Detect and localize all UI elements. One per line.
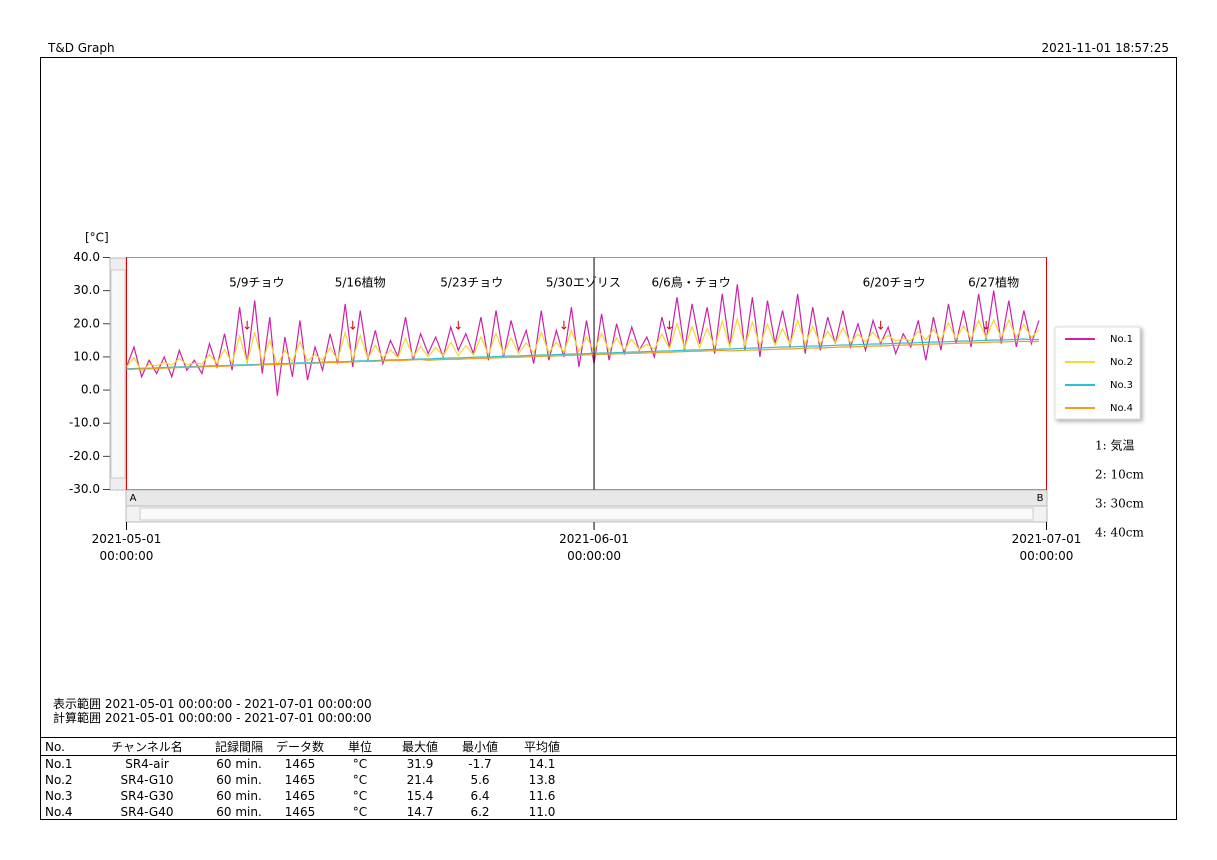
table-cell: 60 min. (216, 789, 262, 803)
annotation-arrow: ↓ (981, 319, 991, 333)
stats-table: No. チャンネル名 記録間隔 データ数 単位 最大値 最小値 平均値 No.1 SR4-air 6… (41, 738, 1177, 820)
annotation-arrow: ↓ (453, 319, 463, 333)
legend-label: No.2 (1110, 357, 1133, 368)
channel-note: 2: 10cm (1095, 468, 1144, 482)
table-cell: 1465 (284, 757, 316, 771)
table-row: No.1 SR4-air 60 min. 1465 °C 31.9 -1.7 14.1 (41, 756, 1177, 773)
series-line (126, 338, 1039, 370)
frame (40, 57, 1177, 820)
table-cell: 60 min. (216, 805, 262, 819)
h-scroll-thumb[interactable] (139, 507, 1034, 521)
annotation: 5/9チョウ (229, 276, 284, 290)
plot-area (126, 257, 1047, 490)
table-row: No.3 SR4-G30 60 min. 1465 °C 15.4 6.4 11.6 (41, 788, 1177, 804)
legend-box (1054, 326, 1141, 420)
table-cell: 1465 (284, 789, 316, 803)
header-cell: 最小値 (449, 738, 511, 756)
annotation-arrow: ↓ (559, 319, 569, 333)
table-cell: 11.6 (528, 789, 556, 803)
table-cell: 6.2 (470, 805, 490, 819)
series-line (126, 340, 1039, 371)
y-tick-label: 20.0 (73, 316, 100, 330)
table-row: No.2 SR4-G10 60 min. 1465 °C 21.4 5.6 13.8 (41, 772, 1177, 788)
table-cell: SR4-G40 (120, 805, 174, 819)
x-tick-label: 2021-07-01 00:00:00 (1011, 532, 1082, 563)
table-cell: 15.4 (406, 789, 434, 803)
y-tick-label: 40.0 (73, 250, 100, 264)
y-tick-label: -20.0 (69, 449, 100, 463)
annotation-arrow: ↓ (664, 319, 674, 333)
annotation-arrow: ↓ (876, 319, 886, 333)
x-tick-label: 2021-06-01 00:00:00 (559, 532, 629, 563)
channel-note: 3: 30cm (1095, 497, 1144, 511)
table-cell: °C (352, 805, 368, 819)
v-scroll-thumb[interactable] (110, 269, 126, 479)
header-cell: チャンネル名 (87, 738, 207, 756)
scroll-label: B (1037, 493, 1044, 504)
annotation: 5/23チョウ (440, 276, 503, 290)
annotation-arrow: ↓ (348, 319, 358, 333)
table-cell: SR4-G10 (120, 773, 174, 787)
range-text: 表示範囲 2021-05-01 00:00:00 - 2021-07-01 00… (53, 697, 372, 711)
table-cell: 14.7 (406, 805, 434, 819)
table-cell: No.3 (45, 789, 73, 803)
annotation: 5/16植物 (335, 275, 386, 290)
y-tick-label: 30.0 (73, 283, 100, 297)
app-name: T&D Graph (48, 41, 115, 55)
table-cell: 6.4 (470, 789, 490, 803)
table-cell: 14.1 (528, 757, 556, 771)
header-cell: 平均値 (511, 738, 573, 756)
y-tick-label: 0.0 (81, 383, 100, 397)
legend-label: No.3 (1110, 380, 1133, 391)
header-pad (573, 738, 1177, 756)
series-line (126, 316, 1040, 373)
scroll-label: A (130, 493, 137, 504)
legend-label: No.1 (1110, 334, 1133, 345)
channel-note: 1: 気温 (1095, 438, 1135, 453)
header-cell: 最大値 (391, 738, 449, 756)
table-cell: 11.0 (528, 805, 556, 819)
annotation: 6/6鳥・チョウ (651, 275, 730, 290)
header-cell: 単位 (329, 738, 391, 756)
table-cell: No.1 (45, 757, 73, 771)
table-cell: 21.4 (406, 773, 434, 787)
table-cell: 1465 (284, 805, 316, 819)
table-cell: °C (352, 789, 368, 803)
table-cell: °C (352, 773, 368, 787)
annotation: 5/30エゾリス (546, 276, 621, 290)
header-cell: 記録間隔 (207, 738, 271, 756)
annotation: 6/27植物 (968, 275, 1019, 290)
table-cell: -1.7 (468, 757, 492, 771)
y-axis-label: [°C] (85, 231, 109, 245)
range-text: 計算範囲 2021-05-01 00:00:00 - 2021-07-01 00… (53, 711, 372, 725)
table-cell: 5.6 (470, 773, 490, 787)
y-tick-label: -10.0 (69, 416, 100, 430)
table-cell: 60 min. (216, 773, 262, 787)
table-cell: °C (352, 757, 368, 771)
annotation: 6/20チョウ (863, 276, 926, 290)
h-range-bar[interactable] (125, 489, 1048, 507)
x-tick-label: 2021-05-01 00:00:00 (91, 532, 162, 563)
table-cell: 31.9 (406, 757, 434, 771)
table-cell: SR4-air (125, 757, 169, 771)
table-header: No. チャンネル名 記録間隔 データ数 単位 最大値 最小値 平均値 (41, 738, 1177, 756)
annotation-arrow: ↓ (242, 319, 252, 333)
y-tick-label: 10.0 (73, 349, 100, 363)
table-cell: 1465 (284, 773, 316, 787)
y-tick-label: -30.0 (69, 482, 100, 496)
channel-note: 4: 40cm (1095, 526, 1144, 540)
table-cell: 13.8 (528, 773, 556, 787)
timestamp: 2021-11-01 18:57:25 (1041, 41, 1169, 55)
header-cell: データ数 (271, 738, 329, 756)
table-cell: SR4-G30 (120, 789, 174, 803)
table-cell: No.2 (45, 773, 73, 787)
table-cell: No.4 (45, 805, 73, 819)
header-cell: No. (41, 738, 87, 756)
table-cell: 60 min. (216, 757, 262, 771)
table-row: No.4 SR4-G40 60 min. 1465 °C 14.7 6.2 11.0 (41, 804, 1177, 820)
legend-label: No.4 (1110, 403, 1133, 414)
